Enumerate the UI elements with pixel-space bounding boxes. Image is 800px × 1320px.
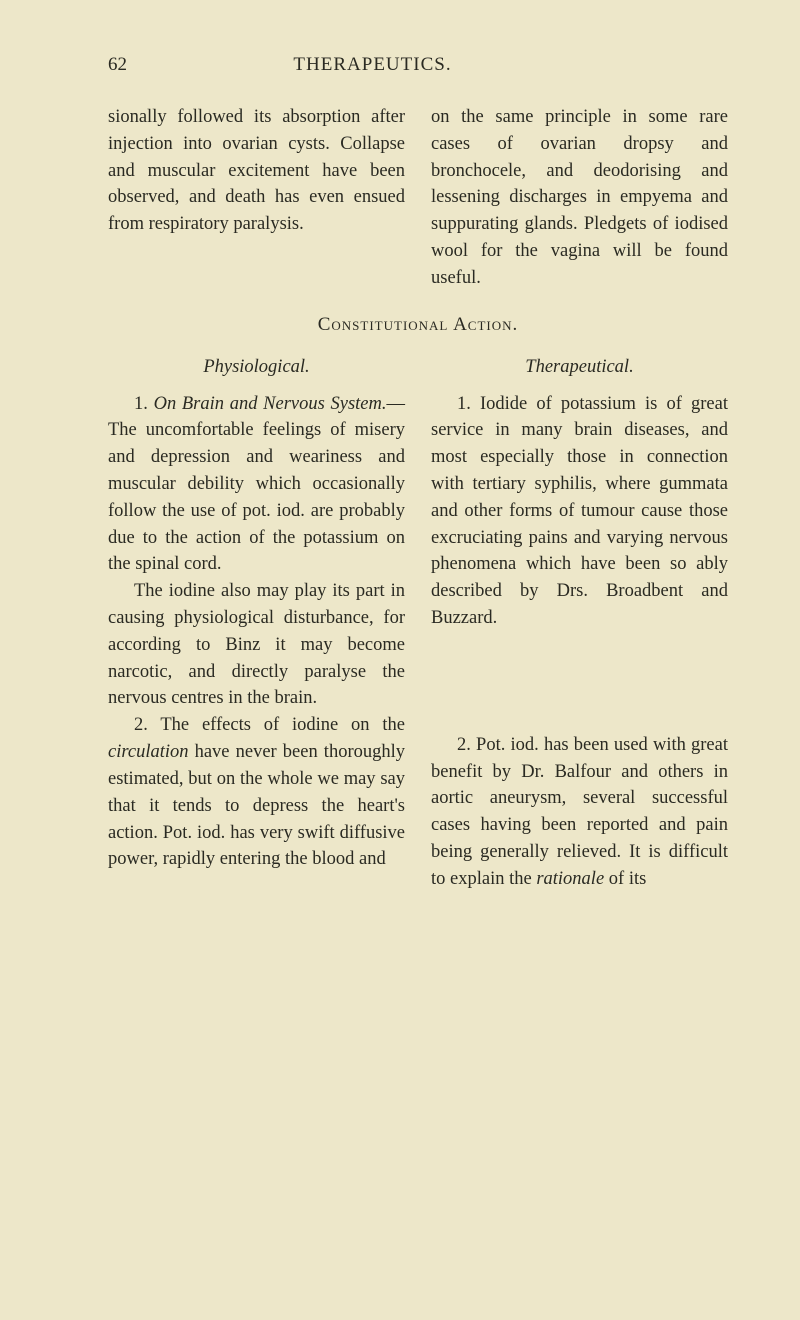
right-block1: 1. Iodide of potassium is of great servi… xyxy=(431,391,728,632)
left-heading: Physiological. xyxy=(108,354,405,381)
right-block2: 2. Pot. iod. has been used with great be… xyxy=(431,732,728,893)
running-header: 62 THERAPEUTICS. xyxy=(108,54,728,76)
left-block2-text1: The effects of iodine on the xyxy=(160,715,405,735)
right-block2-text1: Pot. iod. has been used with great benef… xyxy=(431,735,728,889)
page-number: 62 xyxy=(108,54,127,76)
right-gap xyxy=(431,632,728,732)
left-block1: 1. On Brain and Nervous System.—The unco… xyxy=(108,391,405,579)
left-block1-title: On Brain and Nervous System. xyxy=(154,394,387,414)
right-column: Therapeutical. 1. Iodide of potassium is… xyxy=(431,354,728,893)
running-head: THERAPEUTICS. xyxy=(293,54,451,76)
left-column: Physiological. 1. On Brain and Nervous S… xyxy=(108,354,405,893)
left-block1-text: —The uncomfortable feelings of misery an… xyxy=(108,394,405,575)
top-left-column: sionally followed its absorption after i… xyxy=(108,104,405,292)
left-block2-lead: 2. xyxy=(134,715,148,735)
top-right-para: on the same principle in some rare cases… xyxy=(431,104,728,292)
top-right-column: on the same principle in some rare cases… xyxy=(431,104,728,292)
top-left-para: sionally followed its absorption after i… xyxy=(108,104,405,238)
left-block1-para2: The iodine also may play its part in cau… xyxy=(108,578,405,712)
right-block2-italic: rationale xyxy=(536,869,604,889)
page: 62 THERAPEUTICS. sionally followed its a… xyxy=(0,0,800,1320)
top-columns: sionally followed its absorption after i… xyxy=(108,104,728,292)
left-block1-lead: 1. xyxy=(134,394,148,414)
right-block1-text: Iodide of potassium is of great service … xyxy=(431,394,728,629)
section-title: Constitutional Action. xyxy=(108,314,728,336)
right-heading: Therapeutical. xyxy=(431,354,728,381)
right-block1-lead: 1. xyxy=(457,394,471,414)
main-columns: Physiological. 1. On Brain and Nervous S… xyxy=(108,354,728,893)
left-block2: 2. The effects of iodine on the circulat… xyxy=(108,712,405,873)
right-block2-text2: of its xyxy=(604,869,646,889)
right-block2-lead: 2. xyxy=(457,735,471,755)
left-block2-italic: circulation xyxy=(108,742,189,762)
